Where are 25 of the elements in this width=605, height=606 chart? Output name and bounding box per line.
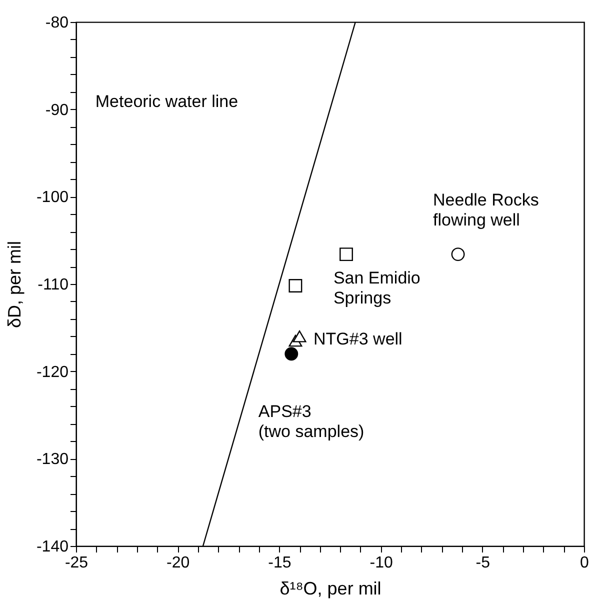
x-tick-label: -5 (476, 554, 490, 572)
point (292, 330, 306, 342)
y-tick-label: -90 (45, 102, 69, 119)
y-tick-label: -140 (36, 538, 69, 556)
point (451, 248, 465, 262)
x-tick-label: 0 (580, 554, 590, 572)
x-tick-label: -25 (64, 554, 88, 572)
y-axis-title: δD, per mil (4, 240, 24, 328)
annotation: APS#3 (two samples) (258, 402, 364, 441)
point (340, 248, 353, 262)
y-tick-label: -80 (45, 14, 69, 32)
y-tick-label: -130 (36, 451, 69, 468)
annotation: San Emidio Springs (333, 268, 420, 308)
x-tick-label: -10 (370, 554, 393, 572)
x-tick-label: -20 (166, 554, 190, 572)
x-tick-label: -15 (268, 554, 292, 572)
point (284, 347, 298, 361)
point (288, 279, 302, 292)
annotation: NTG#3 well (314, 329, 402, 348)
y-tick-label: -120 (36, 364, 69, 381)
y-tick-label: -100 (36, 189, 69, 206)
x-axis-title: δ¹⁸O, per mil (280, 578, 382, 598)
y-tick-label: -110 (38, 276, 69, 294)
annotation: Meteoric water line (95, 92, 238, 111)
annotation: Needle Rocks flowing well (433, 190, 539, 230)
